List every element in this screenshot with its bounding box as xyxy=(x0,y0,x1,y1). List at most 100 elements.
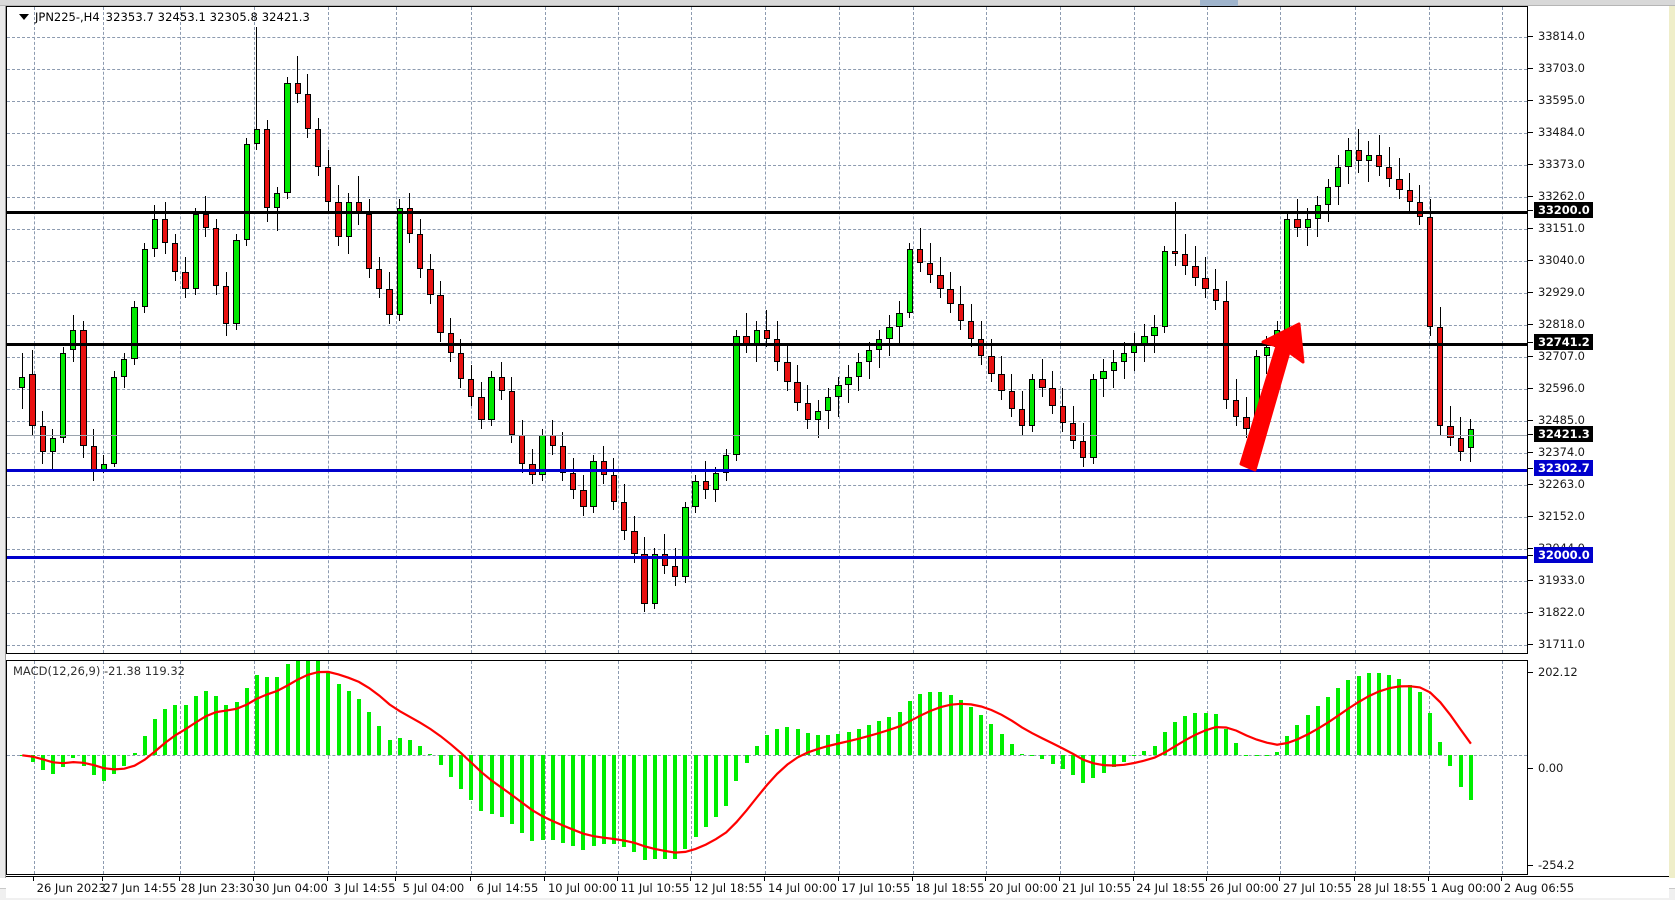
current-price-32421[interactable] xyxy=(7,435,1527,436)
candle-wick xyxy=(837,376,839,418)
candle-body-bullish xyxy=(274,193,281,208)
candle-body-bearish xyxy=(478,396,485,421)
candle-body-bullish xyxy=(345,201,352,237)
macd-histogram-bar xyxy=(938,691,943,756)
macd-histogram-bar xyxy=(489,755,494,814)
bullish-arrow-annotation[interactable] xyxy=(1237,322,1307,472)
macd-histogram-bar xyxy=(1224,728,1229,756)
candlestick xyxy=(406,193,414,243)
candlestick xyxy=(396,199,403,322)
time-axis-label: 18 Jul 18:55 xyxy=(915,881,985,895)
candlestick xyxy=(1131,332,1138,371)
resistance-33200[interactable] xyxy=(7,211,1527,214)
time-axis-label: 26 Jul 00:00 xyxy=(1209,881,1279,895)
macd-histogram-bar xyxy=(285,663,290,756)
candle-wick xyxy=(256,27,258,150)
candle-body-bullish xyxy=(19,376,26,389)
macd-histogram-bar xyxy=(550,755,555,841)
macd-histogram-bar xyxy=(30,755,35,762)
macd-histogram-bar xyxy=(877,721,882,756)
candle-body-bearish xyxy=(1049,388,1056,406)
candlestick xyxy=(1192,245,1199,287)
resistance-32741[interactable] xyxy=(7,343,1527,346)
candle-body-bullish xyxy=(651,554,658,604)
macd-histogram-bar xyxy=(316,661,321,756)
candlestick xyxy=(508,376,516,444)
macd-histogram-bar xyxy=(214,695,219,756)
macd-histogram-bar xyxy=(622,755,627,848)
time-axis-label: 14 Jul 00:00 xyxy=(768,881,837,895)
macd-indicator-panel[interactable]: MACD(12,26,9) -21.38 119.32 xyxy=(6,660,1528,875)
candle-body-bullish xyxy=(1120,353,1128,362)
support-32302[interactable] xyxy=(7,469,1527,472)
macd-histogram-bar xyxy=(856,728,861,756)
price-level-label: 32421.3 xyxy=(1534,426,1593,442)
macd-histogram-bar xyxy=(1468,755,1473,801)
candle-body-bearish xyxy=(794,382,801,403)
candle-body-bearish xyxy=(467,379,475,397)
candlestick xyxy=(1263,335,1271,374)
macd-scale-axis[interactable]: 202.12 0.00 -254.2 xyxy=(1528,660,1669,875)
macd-histogram-bar xyxy=(112,755,117,774)
candlestick xyxy=(447,318,454,362)
macd-histogram-bar xyxy=(479,755,484,812)
candle-body-bearish xyxy=(1386,167,1393,179)
candle-body-bearish xyxy=(335,201,342,237)
candlestick xyxy=(427,254,434,304)
macd-histogram-bar xyxy=(530,755,535,841)
macd-histogram-bar xyxy=(40,755,45,770)
candlestick xyxy=(325,149,332,211)
time-axis-label: 3 Jul 14:55 xyxy=(333,881,396,895)
candlestick xyxy=(519,420,526,473)
right-rail xyxy=(1669,6,1675,878)
axis-tick xyxy=(1528,468,1533,469)
candle-body-bullish xyxy=(1110,361,1117,371)
candle-body-bearish xyxy=(1182,254,1189,266)
candlestick xyxy=(376,257,383,298)
macd-histogram-bar xyxy=(418,745,423,756)
candlestick xyxy=(1202,257,1209,298)
candlestick xyxy=(1110,350,1117,389)
grid-line-horizontal xyxy=(7,485,1527,486)
price-axis-label: 31933.0 xyxy=(1538,573,1585,587)
time-axis-label: 6 Jul 14:55 xyxy=(476,881,539,895)
macd-histogram-bar xyxy=(1009,744,1014,756)
grid-line-horizontal xyxy=(7,37,1527,38)
candlestick xyxy=(549,420,556,456)
candlestick xyxy=(1284,213,1291,336)
candle-body-bearish xyxy=(661,554,669,566)
candlestick xyxy=(1120,341,1128,380)
candlestick xyxy=(131,300,138,365)
price-scale-axis[interactable]: 33814.0 33703.0 33595.0 33484.0 33373.0 33262… xyxy=(1528,6,1669,654)
candle-body-bearish xyxy=(1375,155,1383,168)
grid-line-horizontal xyxy=(7,517,1527,518)
candlestick xyxy=(110,370,118,467)
time-axis-label: 28 Jul 18:55 xyxy=(1357,881,1427,895)
candle-body-bearish xyxy=(182,271,189,290)
horizontal-scrollbar-top[interactable] xyxy=(0,0,1675,6)
candlestick xyxy=(1029,373,1036,432)
macd-plot-area[interactable] xyxy=(7,661,1527,874)
candle-body-bullish xyxy=(1100,370,1107,380)
macd-histogram-bar xyxy=(234,701,239,756)
candlestick xyxy=(784,344,791,392)
time-scale-axis[interactable]: 26 Jun 2023 27 Jun 14:55 28 Jun 23:30 30 Ju… xyxy=(6,876,1669,898)
candle-body-bullish xyxy=(192,213,199,290)
candle-body-bullish xyxy=(692,481,699,508)
candlestick xyxy=(39,411,46,464)
macd-histogram-bar xyxy=(132,753,137,756)
axis-tick xyxy=(1528,434,1533,435)
triangle-down-icon[interactable] xyxy=(19,14,29,20)
grid-line-horizontal xyxy=(7,101,1527,102)
macd-histogram-bar xyxy=(244,687,249,756)
scrollbar-thumb[interactable] xyxy=(1200,0,1238,6)
support-32000[interactable] xyxy=(7,556,1527,559)
macd-axis-label: 0.00 xyxy=(1538,761,1564,775)
candle-body-bearish xyxy=(314,129,322,168)
chart-header: JPN225-,H4 32353.7 32453.1 32305.8 32421… xyxy=(19,10,310,24)
candlestick xyxy=(1008,373,1015,418)
macd-histogram-bar xyxy=(499,755,504,817)
time-tick xyxy=(1427,877,1429,881)
candle-body-bullish xyxy=(1467,428,1475,449)
candlestick xyxy=(1355,129,1362,173)
